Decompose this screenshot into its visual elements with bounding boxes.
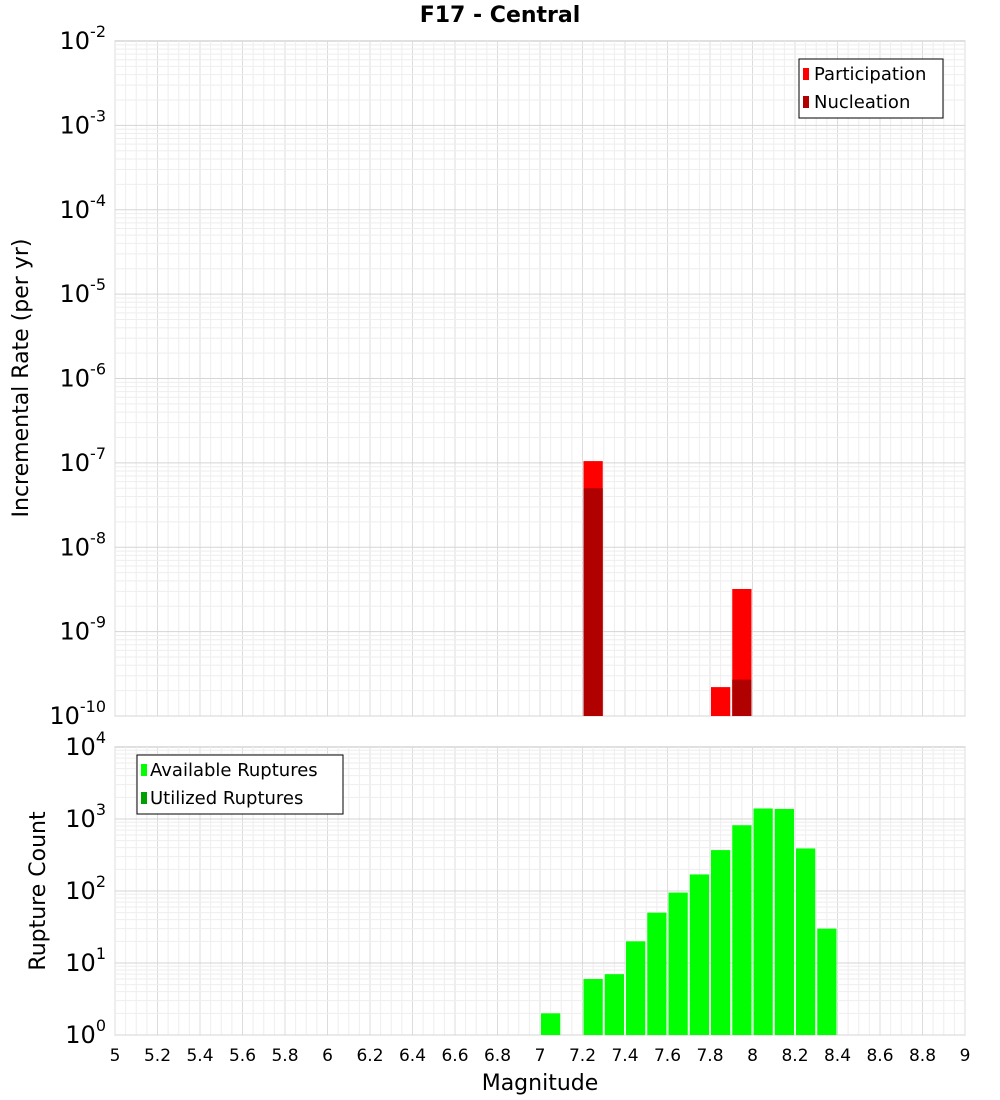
bottom-legend-box bbox=[136, 754, 344, 815]
top-legend: Participation Nucleation bbox=[798, 58, 944, 119]
x-tick-label: 7.6 bbox=[654, 1046, 681, 1066]
bar-available-ruptures bbox=[711, 850, 731, 1035]
bottom-bars bbox=[541, 808, 837, 1035]
x-tick-label: 8 bbox=[747, 1046, 758, 1066]
legend-swatch-available bbox=[141, 764, 147, 776]
x-tick-label: 5.2 bbox=[144, 1046, 171, 1066]
legend-swatch-nucleation bbox=[803, 96, 809, 108]
top-bars bbox=[583, 461, 752, 716]
bar-participation bbox=[711, 687, 731, 716]
bar-available-ruptures bbox=[583, 978, 603, 1035]
x-tick-label: 8.4 bbox=[824, 1046, 851, 1066]
bar-available-ruptures bbox=[796, 848, 816, 1035]
x-axis-label: Magnitude bbox=[482, 1071, 599, 1096]
x-tick-label: 6.6 bbox=[441, 1046, 468, 1066]
y-tick-label: 100 bbox=[65, 1016, 106, 1049]
x-tick-label: 5.4 bbox=[186, 1046, 213, 1066]
legend-label-available: Available Ruptures bbox=[150, 760, 318, 781]
x-tick-label: 8.8 bbox=[909, 1046, 936, 1066]
bar-available-ruptures bbox=[753, 808, 773, 1035]
x-tick-label: 6 bbox=[322, 1046, 333, 1066]
bottom-panel: 100 101 102 103 104 Rupture Count Available … bbox=[26, 728, 966, 1049]
y-tick-label: 10-2 bbox=[60, 22, 107, 55]
x-tick-label: 9 bbox=[960, 1046, 971, 1066]
y-tick-label: 10-8 bbox=[60, 528, 107, 561]
x-ticks: 5 5.2 5.4 5.6 5.8 6 6.2 6.4 6.6 6.8 7 7.2 7.4 7.6 7.8 8… bbox=[110, 1046, 971, 1066]
bar-available-ruptures bbox=[668, 892, 688, 1035]
bar-available-ruptures bbox=[689, 874, 709, 1035]
legend-label-participation: Participation bbox=[814, 64, 926, 85]
y-tick-label: 103 bbox=[65, 800, 106, 833]
x-tick-label: 7.2 bbox=[569, 1046, 596, 1066]
bottom-legend: Available Ruptures Utilized Ruptures bbox=[136, 754, 344, 815]
legend-label-utilized: Utilized Ruptures bbox=[150, 788, 303, 809]
bar-available-ruptures bbox=[817, 928, 837, 1035]
bottom-y-axis-label: Rupture Count bbox=[26, 811, 51, 971]
bar-available-ruptures bbox=[774, 808, 794, 1035]
top-y-ticks: 10-10 10-9 10-8 10-7 10-6 10-5 10-4 10-3 10-2 bbox=[49, 22, 106, 730]
bar-available-ruptures bbox=[732, 825, 752, 1035]
bar-available-ruptures bbox=[626, 941, 646, 1035]
bottom-grid bbox=[114, 747, 966, 1036]
y-tick-label: 10-9 bbox=[60, 613, 107, 646]
x-tick-label: 8.6 bbox=[866, 1046, 893, 1066]
top-grid bbox=[114, 41, 966, 717]
bar-available-ruptures bbox=[604, 974, 624, 1035]
x-tick-label: 6.2 bbox=[356, 1046, 383, 1066]
bottom-y-ticks: 100 101 102 103 104 bbox=[65, 728, 106, 1049]
x-tick-label: 8.2 bbox=[781, 1046, 808, 1066]
x-tick-label: 5 bbox=[110, 1046, 121, 1066]
y-tick-label: 101 bbox=[65, 944, 106, 977]
x-tick-label: 7.4 bbox=[611, 1046, 638, 1066]
legend-swatch-utilized bbox=[141, 792, 147, 804]
y-tick-label: 10-6 bbox=[60, 360, 107, 393]
y-tick-label: 10-10 bbox=[49, 697, 106, 730]
x-tick-label: 6.4 bbox=[399, 1046, 426, 1066]
y-tick-label: 104 bbox=[65, 728, 106, 761]
x-tick-label: 5.6 bbox=[229, 1046, 256, 1066]
y-tick-label: 10-7 bbox=[60, 444, 107, 477]
x-tick-label: 7.8 bbox=[696, 1046, 723, 1066]
top-panel: 10-10 10-9 10-8 10-7 10-6 10-5 10-4 10-3 10-2 In… bbox=[9, 22, 966, 730]
x-tick-label: 6.8 bbox=[484, 1046, 511, 1066]
bar-available-ruptures bbox=[647, 912, 667, 1035]
top-y-axis-label: Incremental Rate (per yr) bbox=[9, 239, 34, 518]
bar-available-ruptures bbox=[541, 1013, 561, 1035]
bar-nucleation bbox=[732, 679, 752, 716]
legend-label-nucleation: Nucleation bbox=[814, 92, 910, 113]
y-tick-label: 10-3 bbox=[60, 106, 107, 139]
x-tick-label: 5.8 bbox=[271, 1046, 298, 1066]
bar-nucleation bbox=[583, 488, 603, 716]
top-legend-box bbox=[798, 58, 944, 119]
y-tick-label: 102 bbox=[65, 872, 106, 905]
x-tick-label: 7 bbox=[535, 1046, 546, 1066]
y-tick-label: 10-4 bbox=[60, 191, 107, 224]
chart-title: F17 - Central bbox=[420, 3, 581, 28]
legend-swatch-participation bbox=[803, 68, 809, 80]
y-tick-label: 10-5 bbox=[60, 275, 107, 308]
